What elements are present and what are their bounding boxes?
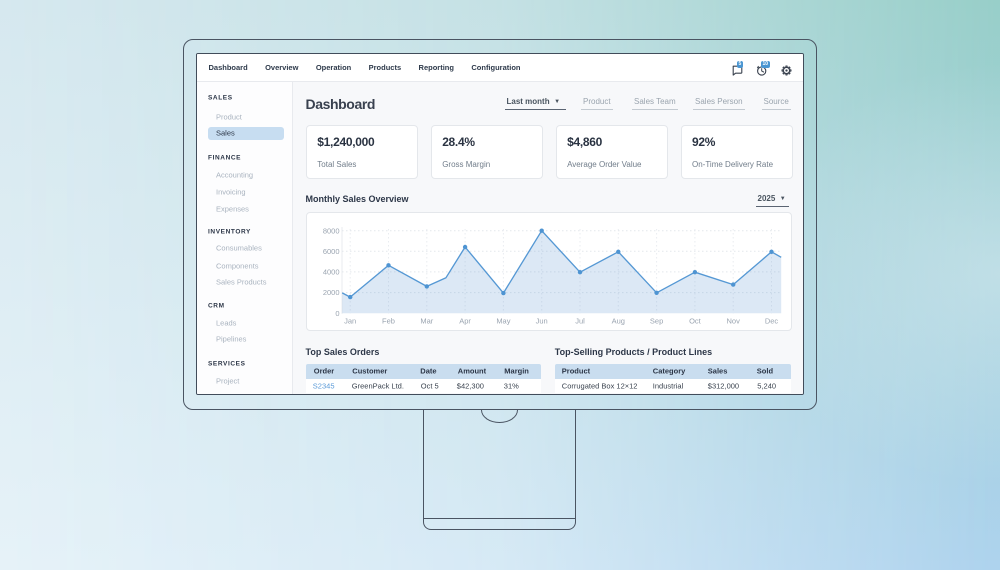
- svg-text:Nov: Nov: [726, 316, 740, 325]
- svg-text:Aug: Aug: [611, 316, 624, 325]
- svg-text:8000: 8000: [322, 226, 339, 235]
- svg-text:Jul: Jul: [575, 316, 585, 325]
- svg-text:Jan: Jan: [344, 316, 356, 325]
- svg-text:Apr: Apr: [459, 316, 471, 325]
- svg-text:0: 0: [335, 308, 339, 317]
- svg-text:6000: 6000: [322, 246, 339, 255]
- svg-text:Feb: Feb: [382, 316, 395, 325]
- svg-text:Dec: Dec: [764, 316, 778, 325]
- svg-text:Jun: Jun: [535, 316, 547, 325]
- svg-text:Oct: Oct: [689, 316, 702, 325]
- svg-text:4000: 4000: [322, 267, 339, 276]
- svg-text:2000: 2000: [322, 288, 339, 297]
- svg-text:Mar: Mar: [420, 316, 433, 325]
- svg-text:Sep: Sep: [649, 316, 662, 325]
- svg-text:May: May: [496, 316, 510, 325]
